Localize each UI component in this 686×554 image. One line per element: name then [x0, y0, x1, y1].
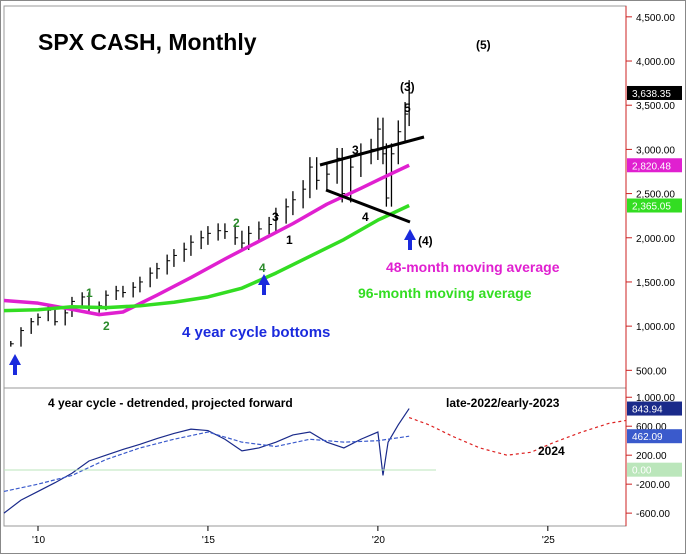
upper-y-axis: 500.00 1,000.00 1,500.00 2,000.00 2,500.00 3,…: [626, 13, 675, 377]
wave-label: 1: [286, 233, 293, 247]
y-tick-label: 3,000.00: [636, 145, 675, 156]
wave-label: 2: [103, 319, 110, 333]
y-tick-label: 4,500.00: [636, 13, 675, 24]
y-tick-label: 600.00: [636, 422, 667, 433]
x-tick-label: '15: [202, 535, 215, 546]
wave-label: 1: [86, 286, 93, 300]
series-line-1: [3, 163, 410, 317]
wave-label: 4: [259, 261, 266, 275]
chart-title: SPX CASH, Monthly: [38, 29, 257, 55]
value-tag-bg: [627, 429, 682, 444]
wave-label: 5: [404, 101, 411, 115]
projection-annotation: late-2022/early-2023: [446, 396, 560, 410]
ma96-label: 96-month moving average: [358, 285, 532, 301]
x-tick-label: '20: [372, 535, 385, 546]
value-tag-bg: [627, 401, 682, 416]
y-tick-label: 200.00: [636, 451, 667, 462]
y-tick-label: 500.00: [636, 366, 667, 377]
up-arrow-icon: [258, 274, 270, 295]
value-tag: 0.00: [632, 466, 652, 477]
cycle-bottoms-label: 4 year cycle bottoms: [182, 324, 330, 341]
value-tag-bg: [627, 462, 682, 477]
lower-y-axis: 1,000.00 600.00 200.00 -200.00 -600.00: [626, 393, 675, 520]
wave-label: (3): [400, 80, 415, 94]
upper-trendline: [319, 135, 425, 167]
y-tick-label: 2,500.00: [636, 190, 675, 201]
lower-panel-title: 4 year cycle - detrended, projected forw…: [48, 396, 293, 410]
up-arrow-icon: [9, 354, 21, 375]
value-tag: 462.09: [632, 432, 663, 443]
ma48-label: 48-month moving average: [386, 259, 560, 275]
value-tag: 2,820.48: [632, 161, 671, 172]
wave-label: 3: [272, 210, 279, 224]
x-tick-label: '25: [542, 535, 555, 546]
wave-label: (5): [476, 38, 491, 52]
plot-area: [3, 5, 627, 527]
lower-series-line-2: [408, 416, 627, 456]
up-arrow-icon: [404, 229, 416, 250]
value-tag: 3,638.35: [632, 89, 671, 100]
last-value-tags: 3,638.35 2,820.48 2,365.05 843.94 462.09 0.00: [627, 85, 682, 477]
wave-label: 3: [352, 143, 359, 157]
wave-label: 4: [362, 210, 369, 224]
series-line-2: [3, 203, 410, 313]
y-tick-label: 1,500.00: [636, 278, 675, 289]
y-tick-label: -200.00: [636, 480, 670, 491]
value-tag: 2,365.05: [632, 202, 671, 213]
wave-label: 2: [233, 216, 240, 230]
y-tick-label: 2,000.00: [636, 234, 675, 245]
value-tag-bg: [627, 85, 682, 100]
lower-series-line-0: [3, 408, 410, 514]
y-tick-label: 4,000.00: [636, 57, 675, 68]
y-tick-label: 1,000.00: [636, 322, 675, 333]
lower-trendline: [325, 188, 411, 224]
y-tick-label: 1,000.00: [636, 393, 675, 404]
lower-series-line-1: [3, 431, 410, 492]
y-tick-label: 3,500.00: [636, 101, 675, 112]
lower-series: [3, 408, 627, 514]
wave-label: (4): [418, 234, 433, 248]
value-tag-bg: [627, 158, 682, 173]
value-tag: 843.94: [632, 405, 663, 416]
x-tick-label: '10: [32, 535, 45, 546]
year-2024-annotation: 2024: [538, 444, 565, 458]
y-tick-label: -600.00: [636, 509, 670, 520]
x-axis: '10 '15 '20 '25: [32, 526, 555, 546]
value-tag-bg: [627, 198, 682, 213]
